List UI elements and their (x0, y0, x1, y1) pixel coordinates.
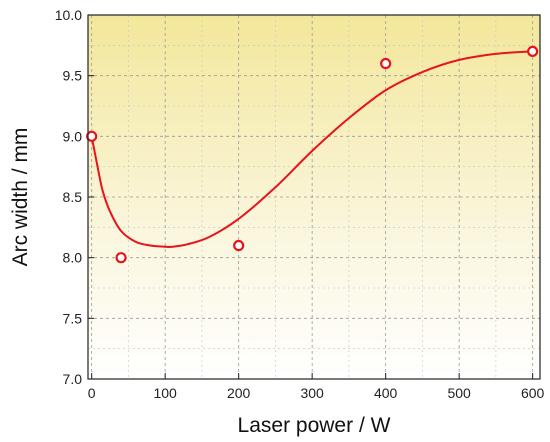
y-tick-label: 8.0 (63, 250, 83, 266)
y-axis-label: Arc width / mm (9, 128, 32, 267)
y-tick-label: 10.0 (55, 7, 82, 23)
x-tick-label: 200 (227, 385, 251, 401)
data-point (115, 252, 127, 264)
x-axis-label: Laser power / W (238, 414, 391, 437)
y-tick-label: 7.0 (63, 371, 83, 387)
data-point (86, 130, 98, 142)
y-tick-label: 9.5 (63, 68, 83, 84)
fit-curve (90, 50, 533, 248)
y-tick-label: 8.5 (63, 189, 83, 205)
x-tick-label: 0 (88, 385, 96, 401)
data-points (86, 45, 539, 264)
grid (88, 14, 540, 380)
x-tick-label: 600 (521, 385, 545, 401)
plot-background (88, 15, 540, 379)
x-tick-label: 300 (300, 385, 324, 401)
y-tick-label: 9.0 (63, 128, 83, 144)
x-tick-label: 500 (447, 385, 471, 401)
data-point (233, 239, 245, 252)
data-point (527, 45, 539, 58)
x-tick-label: 400 (374, 385, 398, 401)
x-tick-label: 100 (153, 385, 177, 401)
plot-frame (87, 14, 541, 380)
y-tick-label: 7.5 (63, 310, 83, 326)
data-point (380, 57, 392, 70)
tick-labels: 0 100 200 300 400 500 600 7.0 7.5 8.0 8.5 9.0 9.5 10.… (55, 7, 545, 401)
